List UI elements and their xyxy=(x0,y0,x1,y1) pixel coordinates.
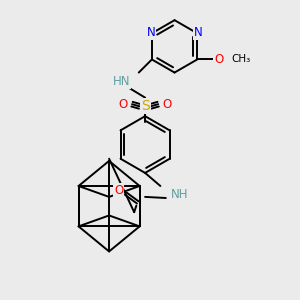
Text: N: N xyxy=(146,26,155,39)
Text: O: O xyxy=(114,184,124,197)
Text: HN: HN xyxy=(112,75,130,88)
Text: N: N xyxy=(194,26,203,39)
Text: CH₃: CH₃ xyxy=(231,55,250,64)
Text: O: O xyxy=(162,98,172,111)
Text: S: S xyxy=(141,99,149,113)
Text: NH: NH xyxy=(171,188,189,201)
Text: O: O xyxy=(214,53,224,66)
Text: O: O xyxy=(118,98,128,111)
